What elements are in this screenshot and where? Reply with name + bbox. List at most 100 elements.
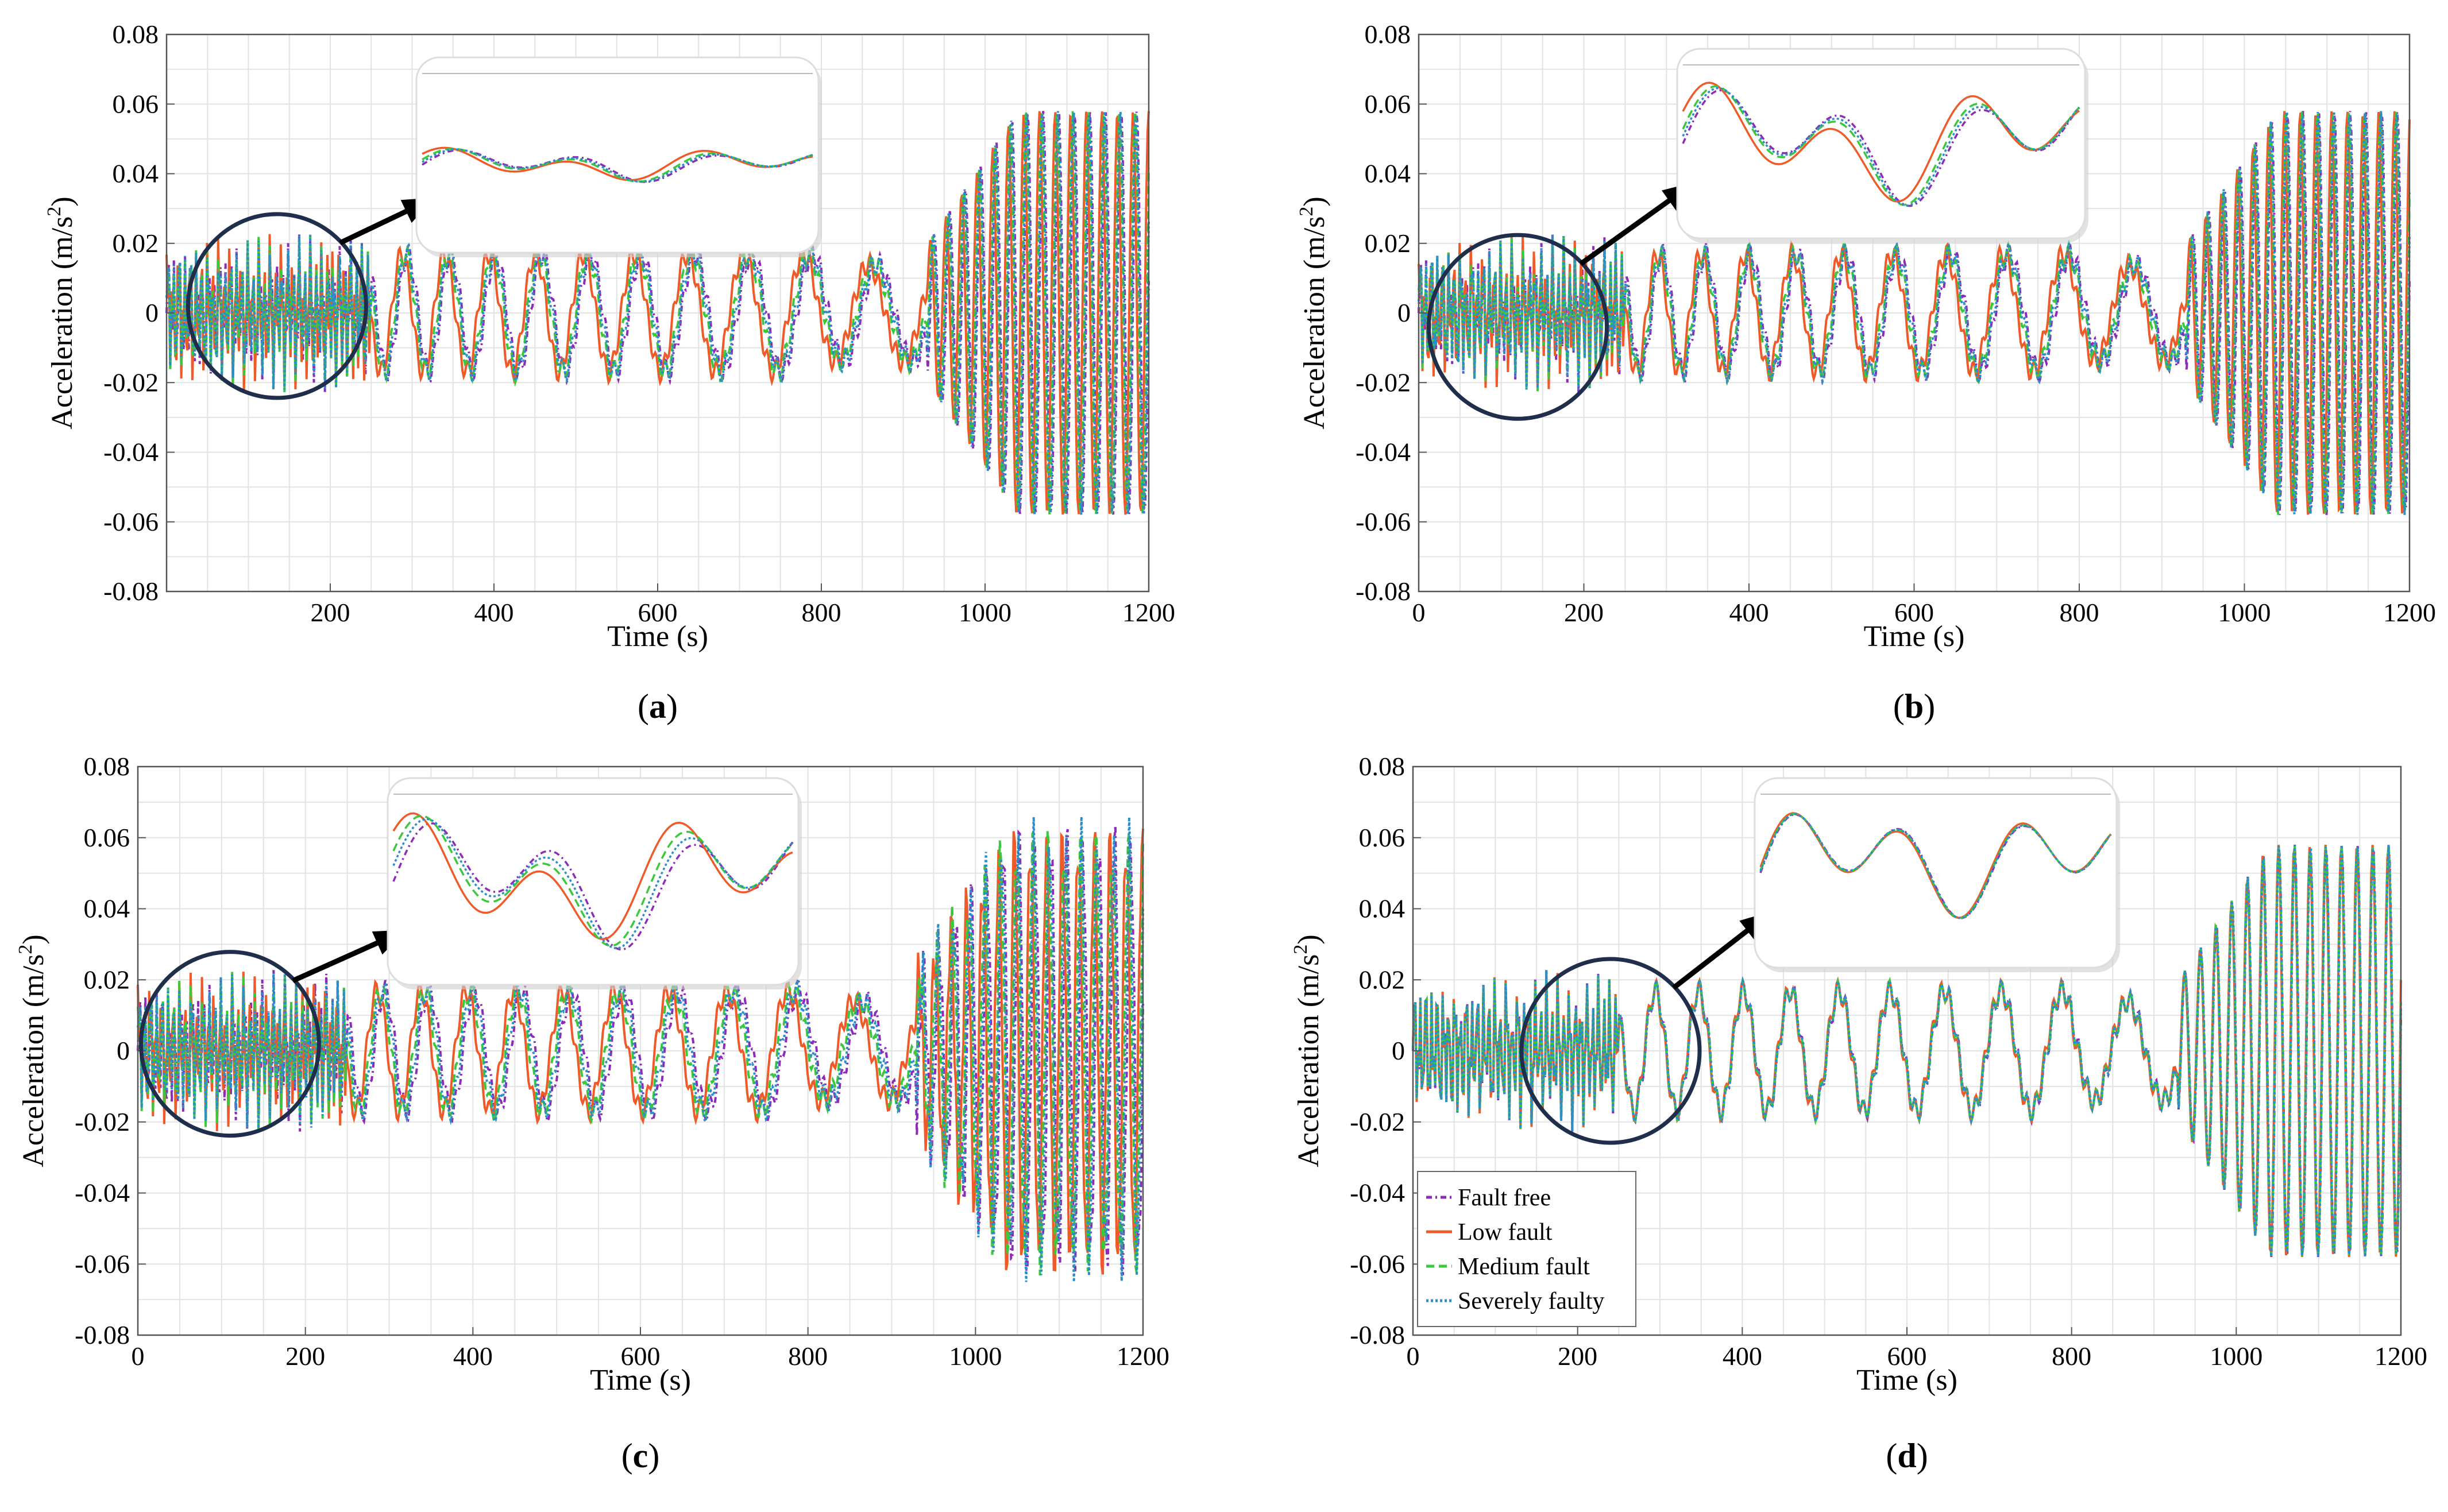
- x-tick-label: 400: [1723, 1341, 1762, 1371]
- x-tick-label: 800: [788, 1341, 828, 1371]
- y-tick-label: -0.08: [1356, 577, 1411, 606]
- legend-entry-label: Severely faulty: [1458, 1288, 1604, 1314]
- zoom-inset-series-medium-fault: [1759, 813, 2112, 919]
- x-tick-label: 400: [453, 1341, 493, 1371]
- panel-label: (b): [1893, 687, 1935, 725]
- x-tick-label: 1200: [1122, 598, 1175, 627]
- y-axis-label: Acceleration (m/s2): [15, 934, 50, 1167]
- x-tick-label: 200: [311, 598, 350, 627]
- y-tick-label: 0.04: [113, 159, 159, 188]
- series-line-severely-faulty: [1412, 844, 2402, 1258]
- x-tick-label: 600: [638, 598, 678, 627]
- x-tick-label: 200: [285, 1341, 325, 1371]
- y-tick-label: 0.04: [1365, 159, 1411, 188]
- panel-d: 0 200 400 600 800 1000 12000.080.060.040.020-0…: [1290, 752, 2427, 1475]
- x-tick-label: 200: [1564, 598, 1604, 627]
- x-tick-label: 1000: [959, 598, 1011, 627]
- x-tick-label: 0: [1412, 598, 1426, 627]
- zoom-inset-frame: [1676, 48, 2086, 239]
- zoom-inset: [387, 777, 802, 989]
- legend-entry-label: Low fault: [1458, 1219, 1553, 1246]
- x-tick-label: 600: [621, 1341, 661, 1371]
- y-tick-label: 0: [1392, 1036, 1405, 1065]
- y-tick-label: -0.04: [103, 438, 159, 467]
- x-tick-label: 800: [802, 598, 841, 627]
- legend-entry-label: Medium fault: [1458, 1254, 1590, 1280]
- zoom-inset-series-low-fault: [392, 812, 793, 941]
- y-tick-label: -0.02: [1356, 368, 1411, 397]
- y-tick-label: 0.02: [1359, 965, 1406, 994]
- y-tick-label: -0.02: [75, 1107, 130, 1136]
- legend: Fault free Low fault Medium fault Severely …: [1417, 1171, 1636, 1327]
- y-tick-label: 0.06: [84, 823, 130, 852]
- y-tick-label: 0.08: [1365, 20, 1411, 49]
- zoom-inset-frame: [1754, 777, 2118, 969]
- y-tick-label: 0: [1397, 298, 1411, 327]
- y-tick-label: 0.06: [113, 89, 159, 118]
- y-tick-label: 0.02: [1365, 229, 1411, 258]
- x-tick-label: 1000: [2210, 1341, 2262, 1371]
- x-tick-label: 0: [1407, 1341, 1420, 1371]
- x-tick-label: 1000: [2218, 598, 2271, 627]
- series-line-severely-faulty: [1418, 111, 2411, 515]
- y-tick-label: -0.02: [1350, 1107, 1405, 1136]
- y-tick-label: -0.06: [103, 507, 159, 536]
- panel-label: (d): [1886, 1437, 1928, 1475]
- y-tick-label: 0.08: [113, 20, 159, 49]
- x-tick-label: 1200: [2374, 1341, 2427, 1371]
- x-tick-label: 800: [2052, 1341, 2091, 1371]
- y-axis-label: Acceleration (m/s2): [44, 196, 79, 429]
- zoom-inset-series-severely-faulty: [422, 148, 813, 183]
- x-axis-label: Time (s): [590, 1364, 691, 1397]
- x-tick-label: 800: [2060, 598, 2099, 627]
- zoom-inset: [1676, 48, 2088, 243]
- x-tick-label: 400: [1729, 598, 1769, 627]
- x-tick-label: 1200: [2383, 598, 2436, 627]
- x-tick-label: 1000: [949, 1341, 1002, 1371]
- panel-label: (a): [638, 687, 678, 725]
- panel-a: 200 400 600 800 1000 1200 0.08 0.06 0.04 0.02 0 -0.…: [44, 20, 1175, 725]
- y-axis-label: Acceleration (m/s2): [1296, 196, 1331, 429]
- x-axis-label: Time (s): [607, 620, 708, 653]
- y-tick-label: -0.08: [75, 1320, 130, 1349]
- zoom-circle: [1519, 957, 1702, 1145]
- series-line-severely-faulty: [165, 111, 1150, 515]
- y-tick-label: -0.04: [75, 1178, 130, 1208]
- series-group: [137, 817, 1144, 1282]
- zoom-inset-frame: [415, 56, 820, 254]
- y-tick-label: -0.06: [75, 1249, 130, 1278]
- y-tick-label: -0.08: [1350, 1320, 1405, 1349]
- y-tick-label: 0: [117, 1036, 130, 1065]
- x-axis-label: Time (s): [1856, 1364, 1957, 1397]
- zoom-inset-series-medium-fault: [1682, 85, 2080, 206]
- y-tick-label: 0.08: [1359, 752, 1406, 781]
- y-tick-label: 0.06: [1359, 823, 1406, 852]
- y-tick-label: 0.06: [1365, 89, 1411, 118]
- y-tick-label: -0.08: [103, 577, 159, 606]
- y-tick-label: 0: [145, 298, 159, 327]
- series-group: [165, 111, 1150, 515]
- zoom-inset-series-low-fault: [422, 146, 813, 181]
- zoom-inset-series-severely-faulty: [1682, 87, 2080, 207]
- x-tick-label: 0: [132, 1341, 145, 1371]
- panel-c: 0 200 400 600 800 1000 12000.080.060.040.020-0…: [15, 752, 1169, 1475]
- panel-label: (c): [621, 1437, 660, 1475]
- zoom-inset-series-low-fault: [1682, 82, 2080, 203]
- x-tick-label: 400: [474, 598, 514, 627]
- y-axis-label: Acceleration (m/s2): [1290, 934, 1325, 1167]
- zoom-circle: [1427, 233, 1609, 421]
- zoom-circle: [186, 212, 368, 400]
- zoom-inset: [1754, 777, 2120, 972]
- zoom-inset-series-medium-fault: [422, 148, 813, 183]
- legend-box: [1417, 1171, 1636, 1327]
- y-tick-label: -0.04: [1350, 1178, 1405, 1208]
- y-tick-label: -0.04: [1356, 438, 1411, 467]
- y-tick-label: -0.06: [1350, 1249, 1405, 1278]
- y-tick-label: 0.02: [84, 965, 130, 994]
- y-tick-label: 0.04: [84, 894, 130, 923]
- x-tick-label: 200: [1558, 1341, 1597, 1371]
- x-tick-label: 600: [1894, 598, 1934, 627]
- x-tick-label: 600: [1887, 1341, 1927, 1371]
- y-tick-label: 0.04: [1359, 894, 1406, 923]
